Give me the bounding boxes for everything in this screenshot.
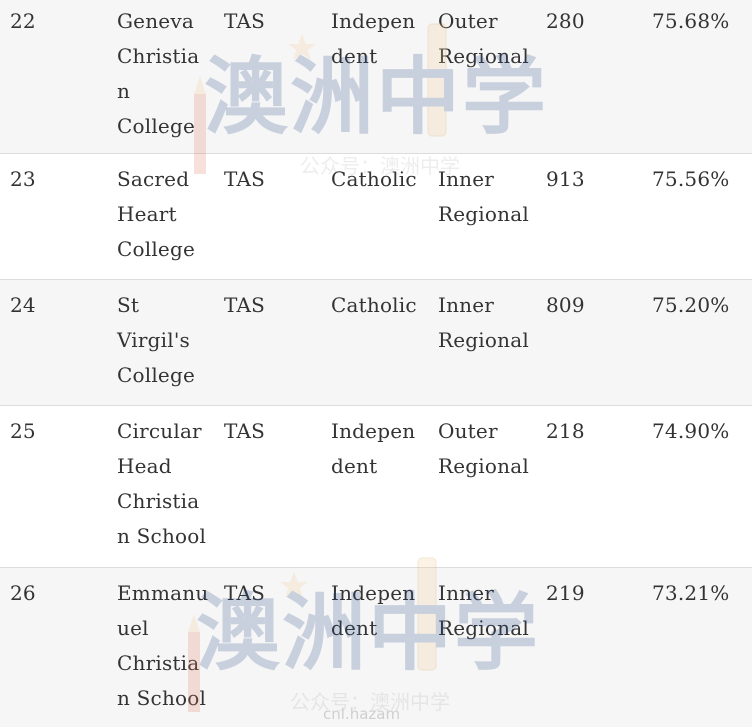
sector-cell: Indepen dent xyxy=(331,9,416,68)
enrolment-cell: 219 xyxy=(546,581,585,605)
table-row: 24 St Virgil's College TAS Catholic Inne… xyxy=(0,280,752,406)
state-cell: TAS xyxy=(224,581,265,605)
rank-cell: 22 xyxy=(10,9,36,33)
score-cell: 75.56% xyxy=(652,167,730,191)
score-cell: 74.90% xyxy=(652,419,730,443)
state-cell: TAS xyxy=(224,293,265,317)
sector-cell: Indepen dent xyxy=(331,419,416,478)
school-name-cell: Circular Head Christia n School xyxy=(117,419,207,548)
state-cell: TAS xyxy=(224,9,265,33)
enrolment-cell: 913 xyxy=(546,167,585,191)
footer-watermark: cnl.hazam xyxy=(323,705,401,723)
rank-cell: 24 xyxy=(10,293,36,317)
state-cell: TAS xyxy=(224,419,265,443)
rank-cell: 23 xyxy=(10,167,36,191)
region-cell: Inner Regional xyxy=(438,293,529,352)
region-cell: Outer Regional xyxy=(438,419,529,478)
state-cell: TAS xyxy=(224,167,265,191)
score-cell: 73.21% xyxy=(652,581,730,605)
enrolment-cell: 218 xyxy=(546,419,585,443)
rank-cell: 25 xyxy=(10,419,36,443)
region-cell: Inner Regional xyxy=(438,167,529,226)
enrolment-cell: 809 xyxy=(546,293,585,317)
school-name-cell: Emmanu uel Christia n School xyxy=(117,581,209,710)
sector-cell: Catholic xyxy=(331,167,417,191)
table-row: 23 Sacred Heart College TAS Catholic Inn… xyxy=(0,154,752,280)
rank-cell: 26 xyxy=(10,581,36,605)
score-cell: 75.20% xyxy=(652,293,730,317)
sector-cell: Catholic xyxy=(331,293,417,317)
score-cell: 75.68% xyxy=(652,9,730,33)
school-name-cell: St Virgil's College xyxy=(117,293,196,387)
region-cell: Inner Regional xyxy=(438,581,529,640)
school-name-cell: Geneva Christia n College xyxy=(117,9,200,138)
sector-cell: Indepen dent xyxy=(331,581,416,640)
table-row: 22 Geneva Christia n College TAS Indepen… xyxy=(0,0,752,154)
school-name-cell: Sacred Heart College xyxy=(117,167,196,261)
table-row: 26 Emmanu uel Christia n School TAS Inde… xyxy=(0,568,752,727)
region-cell: Outer Regional xyxy=(438,9,529,68)
enrolment-cell: 280 xyxy=(546,9,585,33)
table-row: 25 Circular Head Christia n School TAS I… xyxy=(0,406,752,568)
